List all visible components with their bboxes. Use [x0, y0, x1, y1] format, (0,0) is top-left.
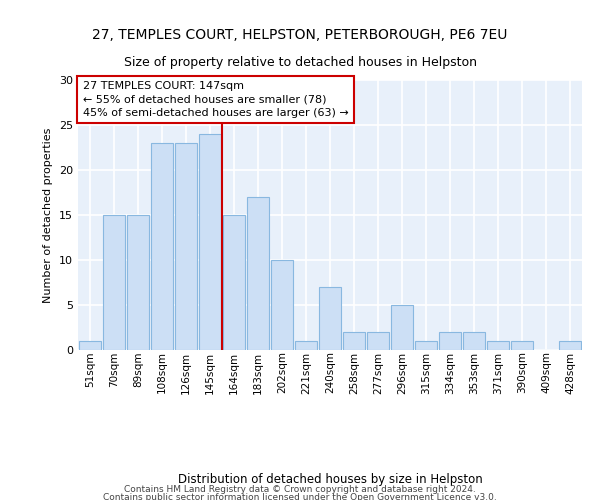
Bar [271, 260, 293, 350]
Bar [367, 332, 389, 350]
Bar [487, 341, 509, 350]
Bar [439, 332, 461, 350]
Bar [463, 332, 485, 350]
Bar [127, 215, 149, 350]
Text: Contains HM Land Registry data © Crown copyright and database right 2024.: Contains HM Land Registry data © Crown c… [124, 484, 476, 494]
Y-axis label: Number of detached properties: Number of detached properties [43, 128, 53, 302]
Bar [415, 341, 437, 350]
Text: 27 TEMPLES COURT: 147sqm
← 55% of detached houses are smaller (78)
45% of semi-d: 27 TEMPLES COURT: 147sqm ← 55% of detach… [83, 82, 349, 118]
Text: Distribution of detached houses by size in Helpston: Distribution of detached houses by size … [178, 474, 482, 486]
Bar [295, 341, 317, 350]
Bar [79, 341, 101, 350]
Bar [103, 215, 125, 350]
Bar [391, 305, 413, 350]
Bar [223, 215, 245, 350]
Bar [319, 287, 341, 350]
Bar [511, 341, 533, 350]
Bar [199, 134, 221, 350]
Bar [343, 332, 365, 350]
Text: 27, TEMPLES COURT, HELPSTON, PETERBOROUGH, PE6 7EU: 27, TEMPLES COURT, HELPSTON, PETERBOROUG… [92, 28, 508, 42]
Bar [559, 341, 581, 350]
Text: Contains public sector information licensed under the Open Government Licence v3: Contains public sector information licen… [103, 492, 497, 500]
Bar [247, 197, 269, 350]
Text: Size of property relative to detached houses in Helpston: Size of property relative to detached ho… [124, 56, 476, 69]
Bar [175, 143, 197, 350]
Bar [151, 143, 173, 350]
